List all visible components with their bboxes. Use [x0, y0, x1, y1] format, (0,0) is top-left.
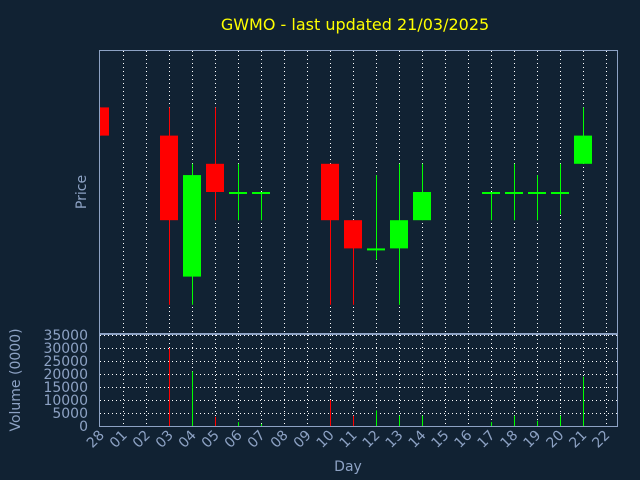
candle-body: [482, 192, 500, 194]
candle-body: [160, 135, 178, 221]
candle-body: [183, 175, 201, 277]
x-tick-label: 16: [452, 427, 476, 451]
volume-tick-label: 10000: [43, 393, 88, 409]
candle-body: [413, 192, 431, 221]
x-tick-label: 10: [314, 428, 338, 452]
x-tick-label: 22: [589, 428, 613, 452]
x-tick-label: 03: [153, 428, 177, 452]
candle-19: [528, 175, 546, 221]
candle-04: [183, 163, 201, 305]
price-panel-frame: [99, 50, 618, 334]
volume-bars: [169, 348, 584, 426]
candle-body: [367, 248, 385, 251]
x-tick-label: 13: [383, 428, 407, 452]
x-tick-label: 20: [543, 428, 567, 452]
x-tick-label: 08: [268, 428, 292, 452]
x-tick-label: 12: [360, 428, 384, 452]
volume-tick-label: 0: [79, 419, 88, 435]
volume-tick-label: 25000: [43, 354, 88, 370]
candle-21: [574, 107, 592, 164]
candle-05: [206, 107, 224, 221]
candle-body: [505, 192, 523, 194]
candle-body: [551, 192, 569, 194]
x-tick-label: 11: [337, 428, 361, 452]
x-tick-label: 17: [475, 428, 499, 452]
x-tick-label: 06: [222, 427, 246, 451]
candle-11: [344, 220, 362, 305]
x-tick-label: 15: [429, 428, 453, 452]
candle-14: [413, 163, 431, 221]
candle-body: [100, 107, 109, 136]
x-axis-label: Day: [334, 459, 362, 475]
volume-tick-label: 35000: [43, 328, 88, 344]
candle-06: [229, 163, 247, 221]
candle-body: [574, 135, 592, 164]
chart-title: GWMO - last updated 21/03/2025: [221, 15, 489, 34]
candle-17: [482, 192, 500, 221]
candle-body: [528, 192, 546, 194]
candle-body: [390, 220, 408, 249]
candle-body: [321, 163, 339, 221]
x-tick-label: 18: [498, 428, 522, 452]
candlesticks: [100, 107, 592, 305]
candle-12: [367, 175, 385, 260]
x-tick-label: 02: [130, 428, 154, 452]
candle-10: [321, 163, 339, 305]
x-tick-label: 14: [406, 427, 430, 451]
candle-body: [229, 192, 247, 194]
candle-28: [100, 107, 109, 136]
price-axis-label: Price: [74, 175, 90, 209]
x-tick-label: 01: [107, 428, 131, 452]
volume-axis-label: Volume (0000): [8, 328, 24, 431]
volume-tick-label: 5000: [52, 406, 88, 422]
volume-tick-label: 30000: [43, 341, 88, 357]
volume-panel-frame: [99, 334, 618, 427]
x-tick-label: 21: [566, 428, 590, 452]
x-tick-label: 05: [199, 428, 223, 452]
candle-18: [505, 163, 523, 221]
candle-body: [206, 163, 224, 192]
volume-tick-label: 15000: [43, 380, 88, 396]
x-tick-label: 04: [176, 427, 200, 451]
volume-grid: [100, 335, 617, 427]
x-tick-label: 19: [520, 428, 544, 452]
candle-20: [551, 163, 569, 215]
x-tick-label: 09: [291, 428, 315, 452]
candle-body: [344, 220, 362, 249]
candle-13: [390, 163, 408, 305]
x-axis-ticks: 28 01 02 03 04 05 06 07 08 09 10 11 12 13 14 15 16 17 18 19…: [84, 427, 613, 451]
candle-07: [252, 192, 270, 221]
candle-body: [252, 192, 270, 194]
volume-tick-label: 20000: [43, 367, 88, 383]
candle-03: [160, 107, 178, 305]
x-tick-label: 07: [245, 428, 269, 452]
